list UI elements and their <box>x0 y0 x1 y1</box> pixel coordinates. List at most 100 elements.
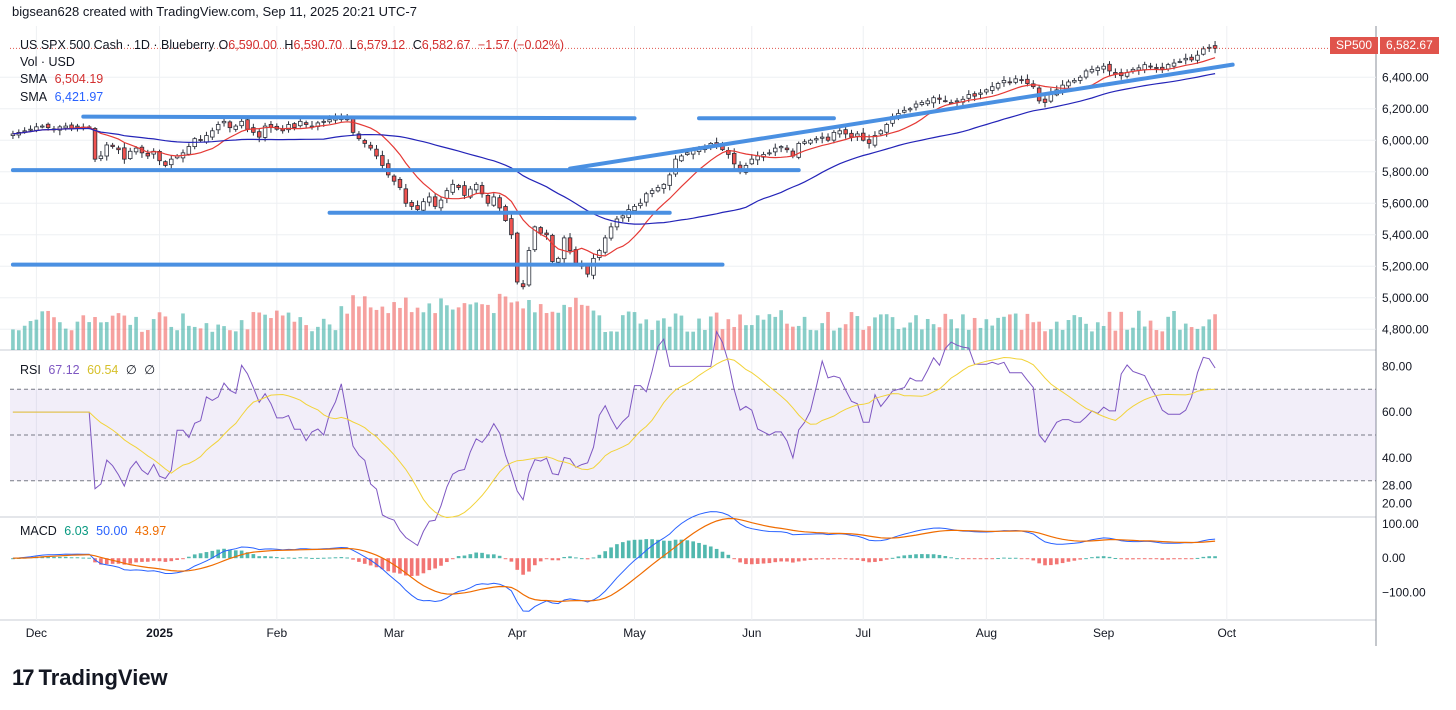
time-axis-tick: Jun <box>742 626 761 640</box>
macd-histogram-bar <box>620 542 625 559</box>
candle <box>866 139 872 144</box>
macd-histogram-bar <box>116 558 121 564</box>
volume-bar <box>620 315 625 350</box>
candle <box>104 144 109 157</box>
macd-histogram-bar <box>550 558 555 561</box>
candle <box>456 184 461 188</box>
candle <box>614 218 620 228</box>
macd-histogram-bar <box>480 552 484 559</box>
macd-signal-value: 43.97 <box>134 524 167 538</box>
candle <box>321 120 326 123</box>
sma-fast-legend[interactable]: SMA 6,504.19 <box>20 72 107 86</box>
rsi-extra-2: ∅ <box>144 363 156 377</box>
close-label: C <box>412 38 422 52</box>
volume-bar <box>802 316 807 350</box>
candle <box>186 146 192 155</box>
volume-bar <box>433 313 437 350</box>
volume-bar <box>497 293 502 350</box>
candle <box>931 97 936 104</box>
volume-bar <box>69 330 74 350</box>
chart-canvas[interactable]: 6,400.00 6,200.00 6,000.00 5,800.00 5,600.00… <box>0 26 1456 648</box>
macd-histogram-bar <box>462 555 467 559</box>
open-value: 6,590.00 <box>228 38 277 52</box>
volume-bar <box>990 325 995 350</box>
volume-bar <box>1002 316 1006 350</box>
volume-bar <box>1166 316 1170 350</box>
sma-fast-line <box>12 57 1216 257</box>
macd-histogram-bar <box>1060 558 1065 564</box>
macd-histogram-bar <box>937 554 942 559</box>
macd-histogram-bar <box>445 558 449 563</box>
macd-histogram-bar <box>409 558 414 577</box>
volume-bar <box>533 312 537 350</box>
candle <box>1136 67 1142 71</box>
volume-bar <box>579 304 584 350</box>
sma-slow-label: SMA <box>20 90 48 104</box>
volume-bar <box>116 313 121 350</box>
macd-histogram-bar <box>837 558 842 560</box>
macd-histogram-bar <box>1131 558 1135 560</box>
volume-bar <box>1072 315 1077 350</box>
candle <box>943 100 948 103</box>
macd-histogram-bar <box>1213 556 1217 559</box>
macd-histogram-bar <box>169 558 174 562</box>
volume-bar <box>656 320 660 350</box>
volume-bar <box>720 329 725 350</box>
volume-bar <box>52 317 56 350</box>
volume-bar <box>1131 327 1135 350</box>
candle <box>122 147 127 160</box>
volume-bar <box>58 322 62 350</box>
rsi-legend[interactable]: RSI 67.12 60.54 ∅ ∅ <box>20 362 159 377</box>
candle <box>819 136 825 139</box>
macd-histogram-bar <box>808 558 813 561</box>
macd-histogram-bar <box>187 556 191 559</box>
volume-bar <box>169 326 174 350</box>
candle <box>145 153 151 157</box>
volume-legend[interactable]: Vol · USD <box>20 55 79 69</box>
volume-bar <box>556 312 561 350</box>
symbol-name: US SPX 500 Cash · 1D · Blueberry <box>20 38 215 52</box>
volume-bar <box>1095 322 1100 350</box>
macd-histogram-bar <box>1154 558 1159 560</box>
macd-histogram-bar <box>562 556 566 559</box>
tradingview-logo[interactable]: 17 TradingView <box>12 665 168 691</box>
symbol-legend[interactable]: US SPX 500 Cash · 1D · Blueberry O6,590.0… <box>20 38 568 52</box>
volume-bar <box>368 307 373 350</box>
candle <box>157 150 162 162</box>
macd-legend[interactable]: MACD 6.03 50.00 43.97 <box>20 524 170 538</box>
candle <box>972 93 977 97</box>
volume-bar <box>749 325 754 350</box>
volume-bar <box>357 306 361 350</box>
price-axis-tick: 4,800.00 <box>1382 322 1429 336</box>
volume-bar <box>673 313 678 350</box>
candle <box>1183 57 1188 61</box>
volume-bar <box>1178 329 1182 350</box>
volume-bar <box>439 298 443 350</box>
candle <box>673 158 678 175</box>
candle <box>1154 67 1159 69</box>
time-axis-tick: Apr <box>508 626 527 640</box>
volume-bar <box>198 328 203 350</box>
volume-bar <box>233 331 238 350</box>
macd-histogram-value: 6.03 <box>64 524 89 538</box>
macd-histogram-bar <box>310 557 314 559</box>
macd-histogram-bar <box>222 548 226 559</box>
macd-histogram-bar <box>761 558 766 564</box>
candle <box>116 147 121 151</box>
macd-histogram-bar <box>99 558 103 565</box>
volume-bar <box>925 318 930 350</box>
volume-bar <box>1060 329 1065 350</box>
volume-bar <box>638 323 643 350</box>
candle <box>954 100 960 103</box>
macd-histogram-bar <box>814 558 819 560</box>
price-axis-tick: 6,200.00 <box>1382 102 1429 116</box>
macd-histogram-bar <box>52 556 56 559</box>
macd-histogram-bar <box>486 554 490 559</box>
volume-bar <box>914 315 918 350</box>
macd-histogram-bar <box>404 558 408 576</box>
sma-slow-legend[interactable]: SMA 6,421.97 <box>20 90 107 104</box>
volume-bar <box>1172 311 1176 350</box>
candle <box>872 135 878 146</box>
volume-bar <box>820 323 824 350</box>
volume-bar <box>192 326 197 350</box>
